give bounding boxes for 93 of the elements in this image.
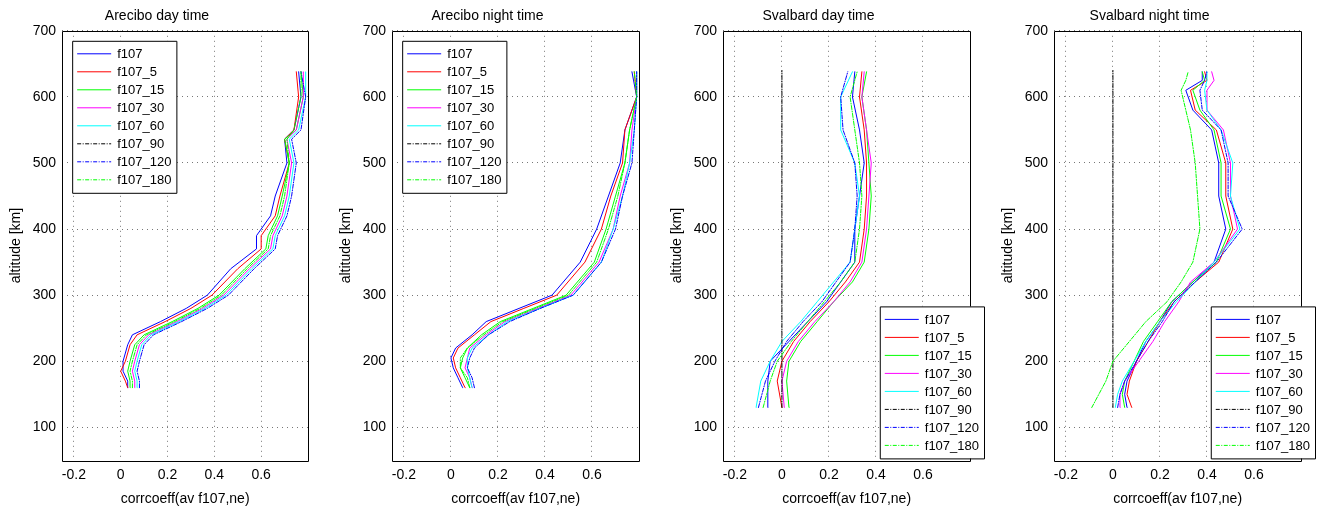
legend-label: f107_90 bbox=[117, 136, 165, 152]
x-tick-label: 0.6 bbox=[251, 465, 272, 482]
chart-title: Arecibo night time bbox=[431, 7, 544, 24]
y-tick-label: 700 bbox=[1024, 21, 1049, 38]
legend-label: f107_15 bbox=[924, 347, 972, 363]
y-tick-label: 600 bbox=[32, 87, 57, 104]
y-tick-label: 600 bbox=[362, 87, 387, 104]
chart-title: Svalbard day time bbox=[762, 7, 875, 24]
x-tick-label: -0.2 bbox=[61, 465, 87, 482]
legend-label: f107_60 bbox=[117, 118, 165, 134]
y-axis-title: altitude [km] bbox=[668, 207, 685, 284]
y-axis-title: altitude [km] bbox=[337, 207, 354, 284]
y-axis-title: altitude [km] bbox=[7, 207, 24, 284]
y-tick-label: 300 bbox=[32, 286, 57, 303]
x-tick-label: 0.4 bbox=[866, 465, 886, 482]
y-tick-label: 400 bbox=[32, 219, 57, 236]
y-tick-label: 500 bbox=[1024, 153, 1049, 170]
y-tick-label: 200 bbox=[693, 352, 718, 369]
x-tick-label: 0.4 bbox=[535, 465, 555, 482]
x-axis-title: corrcoeff(av f107,ne) bbox=[1113, 490, 1243, 507]
y-tick-label: 200 bbox=[1024, 352, 1049, 369]
x-tick-label: 0 bbox=[447, 465, 456, 482]
legend-label: f107_180 bbox=[1255, 437, 1311, 453]
y-tick-label: 300 bbox=[1024, 286, 1049, 303]
legend-label: f107_5 bbox=[117, 64, 157, 80]
y-axis-title: altitude [km] bbox=[999, 207, 1016, 284]
y-tick-label: 400 bbox=[362, 219, 387, 236]
y-tick-label: 200 bbox=[32, 352, 57, 369]
y-tick-label: 500 bbox=[693, 153, 718, 170]
x-tick-label: -0.2 bbox=[1053, 465, 1079, 482]
x-tick-label: 0 bbox=[778, 465, 787, 482]
y-tick-label: 300 bbox=[362, 286, 387, 303]
legend-label: f107_60 bbox=[924, 383, 972, 399]
x-tick-label: 0.6 bbox=[1244, 465, 1264, 482]
x-tick-label: 0.2 bbox=[1150, 465, 1170, 482]
legend-label: f107_30 bbox=[1255, 365, 1303, 381]
legend-label: f107 bbox=[447, 46, 473, 62]
x-tick-label: 0.6 bbox=[913, 465, 933, 482]
chart-title: Svalbard night time bbox=[1089, 7, 1210, 24]
x-tick-label: 0 bbox=[1109, 465, 1118, 482]
legend-label: f107_15 bbox=[1255, 347, 1303, 363]
x-tick-label: 0.2 bbox=[819, 465, 839, 482]
y-tick-label: 600 bbox=[693, 87, 718, 104]
legend-label: f107_90 bbox=[447, 136, 495, 152]
legend-label: f107_60 bbox=[1255, 383, 1303, 399]
x-axis-title: corrcoeff(av f107,ne) bbox=[782, 490, 912, 507]
y-tick-label: 100 bbox=[32, 418, 57, 435]
x-tick-label: 0.2 bbox=[157, 465, 178, 482]
x-tick-label: -0.2 bbox=[722, 465, 748, 482]
x-axis-title: corrcoeff(av f107,ne) bbox=[451, 490, 581, 507]
legend-label: f107_30 bbox=[117, 100, 165, 116]
x-tick-label: 0.2 bbox=[488, 465, 508, 482]
legend-label: f107 bbox=[1255, 311, 1282, 327]
legend-label: f107 bbox=[117, 46, 143, 62]
legend-label: f107_5 bbox=[447, 64, 487, 80]
x-tick-label: 0 bbox=[116, 465, 125, 482]
y-tick-label: 700 bbox=[362, 21, 387, 38]
legend-label: f107_15 bbox=[447, 82, 495, 98]
legend-label: f107_180 bbox=[117, 172, 172, 188]
legend-label: f107_60 bbox=[447, 118, 495, 134]
y-tick-label: 300 bbox=[693, 286, 718, 303]
legend-label: f107_15 bbox=[117, 82, 165, 98]
x-tick-label: 0.6 bbox=[582, 465, 602, 482]
legend-label: f107_30 bbox=[924, 365, 972, 381]
y-tick-label: 400 bbox=[693, 219, 718, 236]
x-tick-label: 0.4 bbox=[204, 465, 225, 482]
y-tick-label: 100 bbox=[1024, 418, 1049, 435]
legend-label: f107_120 bbox=[924, 419, 980, 435]
x-tick-label: -0.2 bbox=[391, 465, 417, 482]
y-tick-label: 400 bbox=[1024, 219, 1049, 236]
y-tick-label: 500 bbox=[362, 153, 387, 170]
legend-label: f107_180 bbox=[924, 437, 980, 453]
y-tick-label: 100 bbox=[693, 418, 718, 435]
x-tick-label: 0.4 bbox=[1197, 465, 1217, 482]
legend-label: f107_90 bbox=[1255, 401, 1303, 417]
legend-label: f107_90 bbox=[924, 401, 972, 417]
legend-label: f107 bbox=[924, 311, 951, 327]
y-tick-label: 500 bbox=[32, 153, 57, 170]
y-tick-label: 200 bbox=[362, 352, 387, 369]
legend-label: f107_180 bbox=[447, 172, 502, 188]
y-tick-label: 700 bbox=[693, 21, 718, 38]
legend-label: f107_120 bbox=[1255, 419, 1311, 435]
y-tick-label: 100 bbox=[362, 418, 387, 435]
y-tick-label: 700 bbox=[32, 21, 57, 38]
x-axis-title: corrcoeff(av f107,ne) bbox=[120, 490, 250, 507]
legend-label: f107_5 bbox=[924, 329, 965, 345]
legend-label: f107_120 bbox=[117, 154, 172, 170]
chart-title: Arecibo day time bbox=[104, 7, 210, 24]
y-tick-label: 600 bbox=[1024, 87, 1049, 104]
legend-label: f107_30 bbox=[447, 100, 495, 116]
legend-label: f107_5 bbox=[1255, 329, 1296, 345]
legend-label: f107_120 bbox=[447, 154, 502, 170]
line-series bbox=[1091, 71, 1201, 409]
